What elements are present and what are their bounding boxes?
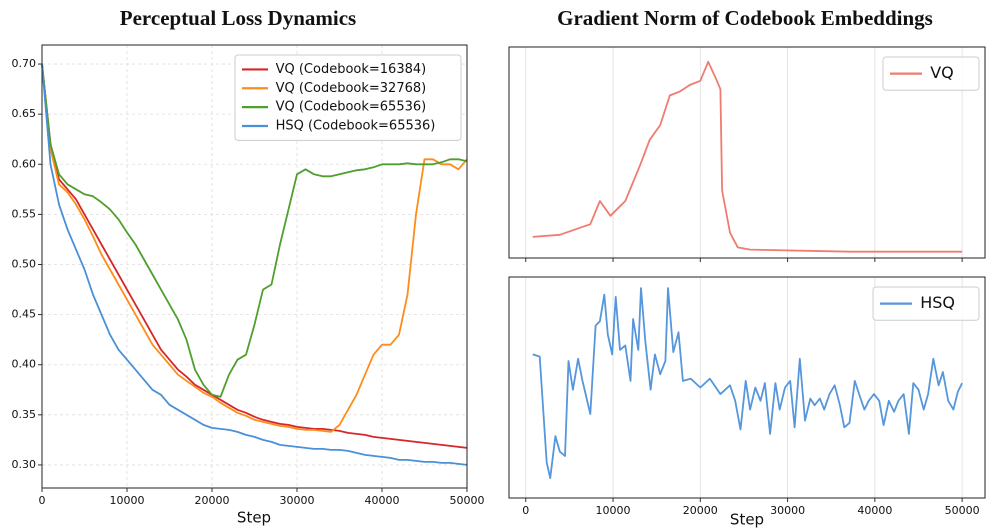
x-tick-label: 50000 (945, 504, 980, 517)
plot-frame (508, 46, 986, 259)
series-line (41, 63, 468, 449)
series-line (41, 63, 468, 433)
x-tick-label: 50000 (450, 494, 485, 507)
series-line (532, 60, 963, 253)
x-tick-label: 0 (39, 494, 46, 507)
x-axis-label: Step (730, 511, 764, 529)
y-tick-label: 0.30 (12, 458, 37, 471)
series-line (532, 287, 963, 479)
y-tick-label: 0.70 (12, 57, 37, 70)
chart-title: Gradient Norm of Codebook Embeddings (557, 6, 933, 30)
x-tick-label: 30000 (770, 504, 805, 517)
y-tick-label: 0.65 (12, 107, 37, 120)
y-tick-label: 0.60 (12, 157, 37, 170)
x-tick-label: 20000 (683, 504, 718, 517)
legend-box (882, 56, 980, 91)
legend-label: VQ (Codebook=32768) (276, 81, 427, 96)
series-line (41, 63, 468, 398)
x-tick-label: 0 (522, 504, 529, 517)
legend-label: VQ (Codebook=65536) (276, 100, 427, 115)
plot-frame (41, 44, 468, 489)
legend-label: VQ (Codebook=16384) (276, 62, 427, 77)
y-tick-label: 0.55 (12, 207, 37, 220)
legend-box (234, 54, 462, 141)
legend-label: VQ (930, 63, 954, 82)
y-tick-label: 0.40 (12, 358, 37, 371)
y-tick-label: 0.35 (12, 408, 37, 421)
x-tick-label: 10000 (596, 504, 631, 517)
plot-frame (508, 276, 986, 499)
x-tick-label: 10000 (110, 494, 145, 507)
x-axis-label: Step (237, 509, 271, 527)
y-tick-label: 0.50 (12, 257, 37, 270)
series-line (41, 63, 468, 466)
x-tick-label: 40000 (857, 504, 892, 517)
legend-label: HSQ (Codebook=65536) (276, 118, 436, 133)
chart-title: Perceptual Loss Dynamics (120, 6, 356, 30)
x-tick-label: 40000 (365, 494, 400, 507)
x-tick-label: 20000 (195, 494, 230, 507)
legend-label: HSQ (920, 293, 955, 312)
y-tick-label: 0.45 (12, 308, 37, 321)
x-tick-label: 30000 (280, 494, 315, 507)
legend-box (872, 286, 980, 321)
